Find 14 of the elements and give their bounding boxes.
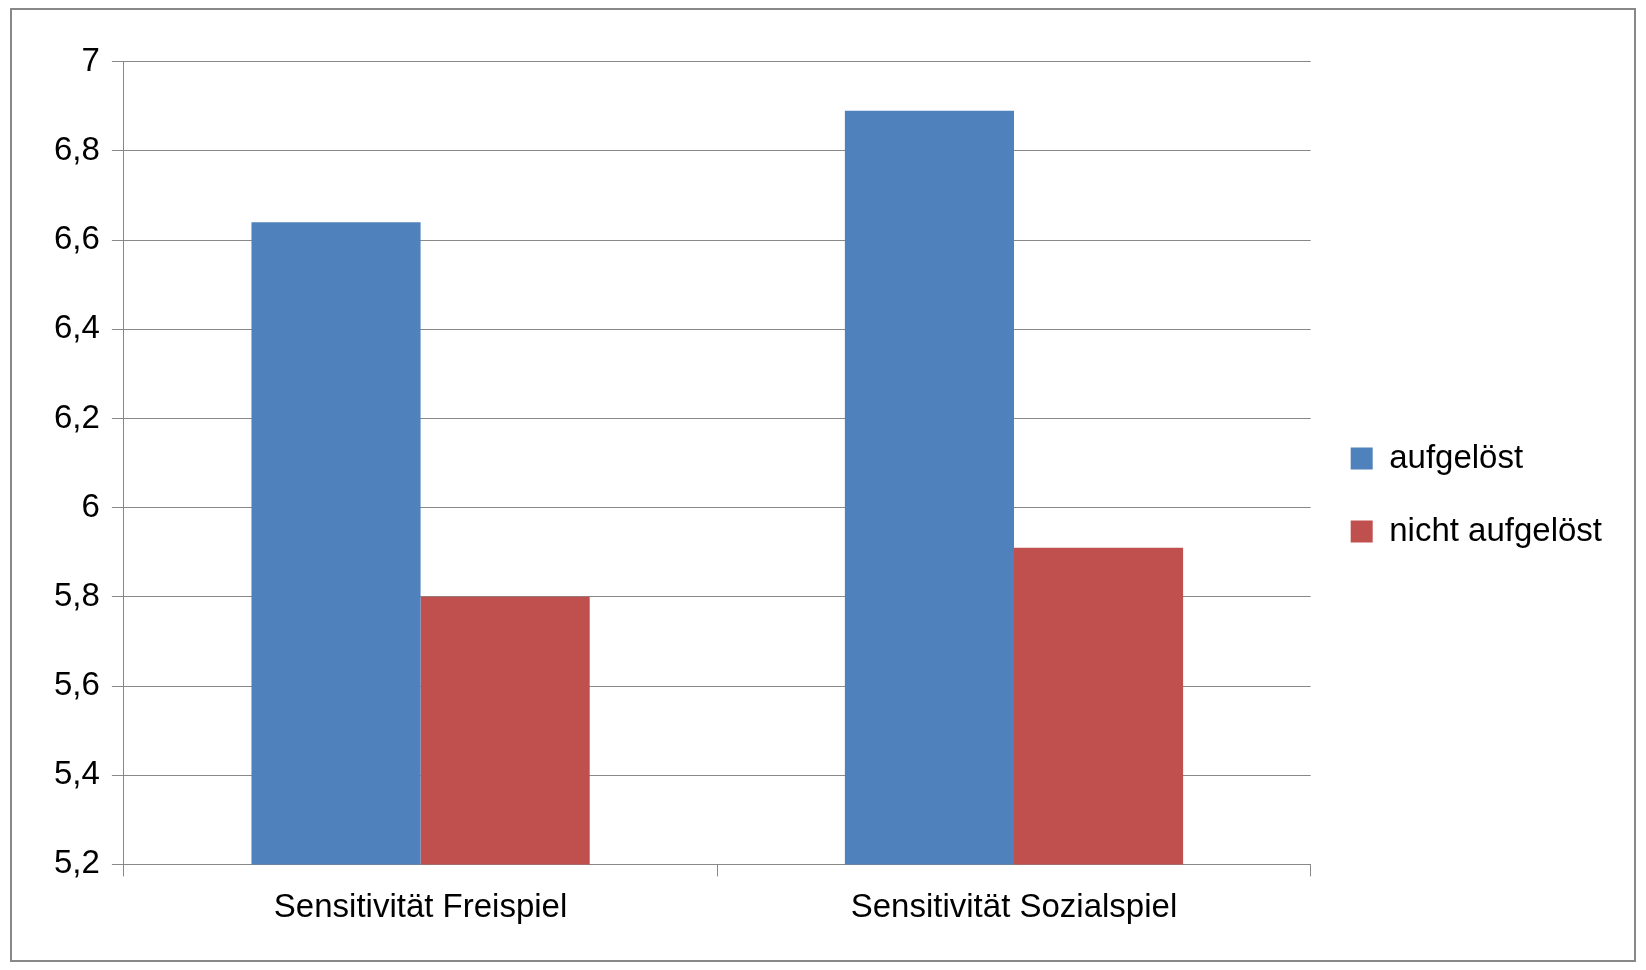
y-tick-label: 7 — [81, 40, 100, 78]
legend-label: nicht aufgelöst — [1389, 510, 1602, 548]
y-tick-label: 6,8 — [54, 130, 100, 168]
y-tick-label: 6,4 — [54, 308, 100, 346]
x-tick-label: Sensitivität Freispiel — [273, 887, 568, 925]
y-tick-label: 6,6 — [54, 219, 100, 257]
y-tick-label: 5,6 — [54, 665, 100, 703]
y-tick-label: 6,2 — [54, 397, 100, 435]
y-tick-label: 5,4 — [54, 754, 100, 792]
y-tick-label: 6 — [81, 486, 100, 524]
legend-label: aufgelöst — [1389, 437, 1524, 475]
x-tick-label: Sensitivität Sozialspiel — [850, 887, 1178, 925]
y-tick-label: 5,2 — [54, 843, 100, 881]
y-tick-label: 5,8 — [54, 575, 100, 613]
